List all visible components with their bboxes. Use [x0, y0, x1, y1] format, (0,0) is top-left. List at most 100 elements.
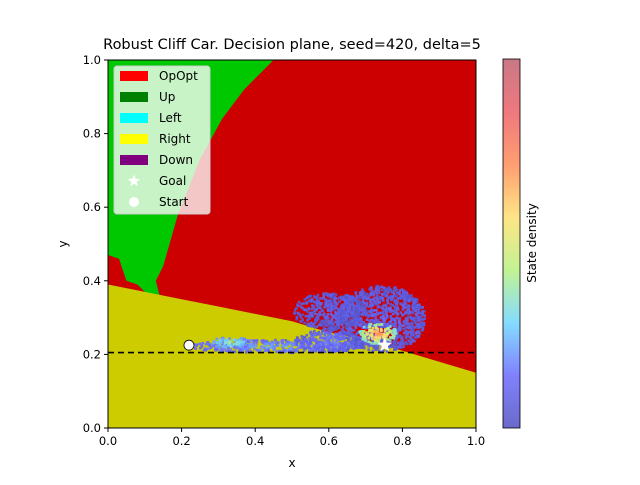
density-cell — [333, 336, 337, 339]
density-cell — [351, 311, 354, 315]
density-cell — [366, 342, 369, 346]
density-cell — [306, 345, 310, 349]
density-cell — [226, 347, 230, 350]
density-cell — [417, 308, 420, 311]
density-cell — [365, 292, 368, 296]
density-cell — [317, 333, 320, 336]
density-cell — [381, 336, 385, 339]
density-cell — [395, 288, 398, 292]
density-cell — [401, 294, 405, 298]
density-cell — [195, 343, 199, 347]
density-cell — [370, 286, 373, 290]
density-cell — [342, 298, 346, 302]
density-cell — [413, 297, 416, 301]
density-cell — [244, 345, 247, 348]
density-cell — [364, 296, 368, 300]
density-cell — [372, 298, 375, 302]
density-cell — [202, 348, 206, 352]
density-cell — [373, 324, 376, 327]
density-cell — [252, 345, 256, 349]
density-cell — [344, 332, 348, 336]
density-cell — [325, 304, 328, 307]
density-cell — [358, 300, 361, 303]
density-cell — [309, 338, 312, 342]
density-cell — [391, 322, 394, 326]
density-cell — [384, 286, 387, 290]
density-cell — [354, 335, 357, 338]
density-cell — [408, 323, 411, 327]
density-cell — [404, 335, 408, 338]
density-cell — [342, 347, 346, 351]
density-cell — [393, 301, 397, 304]
density-cell — [360, 324, 363, 328]
density-cell — [329, 310, 333, 313]
density-cell — [375, 326, 378, 330]
density-cell — [298, 313, 301, 317]
density-cell — [365, 333, 369, 336]
density-cell — [352, 329, 356, 332]
density-cell — [347, 343, 351, 347]
density-cell — [342, 307, 345, 310]
density-cell — [234, 347, 238, 350]
density-cell — [385, 350, 389, 353]
density-cell — [280, 345, 284, 349]
density-cell — [384, 307, 388, 311]
density-cell — [334, 341, 337, 345]
density-cell — [363, 301, 367, 305]
density-cell — [329, 328, 333, 331]
density-cell — [310, 307, 314, 311]
density-cell — [411, 327, 415, 331]
density-cell — [334, 325, 338, 328]
density-cell — [321, 348, 324, 352]
density-cell — [385, 314, 389, 317]
density-cell — [368, 294, 372, 297]
density-cell — [370, 318, 374, 322]
density-cell — [344, 323, 348, 326]
density-cell — [393, 321, 397, 324]
density-cell — [221, 349, 224, 353]
density-cell — [398, 317, 402, 320]
density-cell — [303, 298, 307, 301]
density-cell — [351, 300, 354, 303]
y-tick-label: 0.4 — [83, 274, 101, 288]
density-cell — [324, 331, 327, 335]
state-density-layer — [185, 284, 426, 355]
density-cell — [365, 304, 368, 308]
density-cell — [284, 339, 287, 342]
density-cell — [365, 301, 369, 305]
density-cell — [406, 318, 409, 321]
density-cell — [336, 319, 339, 322]
density-cell — [351, 332, 355, 336]
goal-marker — [377, 337, 393, 352]
density-cell — [373, 336, 377, 339]
density-cell — [354, 337, 357, 341]
density-cell — [200, 345, 204, 348]
density-cell — [307, 295, 311, 299]
density-cell — [372, 293, 376, 296]
density-cell — [417, 326, 421, 330]
density-cell — [330, 319, 334, 323]
density-cell — [311, 349, 315, 353]
legend-swatch-right — [120, 134, 148, 144]
density-cell — [421, 311, 425, 315]
density-cell — [265, 346, 269, 349]
density-cell — [367, 315, 370, 319]
density-cell — [327, 292, 331, 296]
density-cell — [283, 348, 286, 352]
density-cell — [337, 309, 341, 313]
density-cell — [340, 343, 343, 346]
density-cell — [318, 303, 321, 307]
density-cell — [384, 322, 387, 326]
density-cell — [354, 342, 357, 346]
density-cell — [318, 311, 322, 314]
density-cell — [378, 301, 381, 304]
density-cell — [370, 342, 373, 345]
density-cell — [388, 320, 391, 324]
density-cell — [355, 321, 358, 324]
density-cell — [358, 344, 362, 348]
density-cell — [421, 310, 424, 313]
density-cell — [324, 341, 327, 345]
density-cell — [332, 292, 336, 296]
density-cell — [373, 313, 377, 317]
density-cell — [322, 313, 325, 317]
